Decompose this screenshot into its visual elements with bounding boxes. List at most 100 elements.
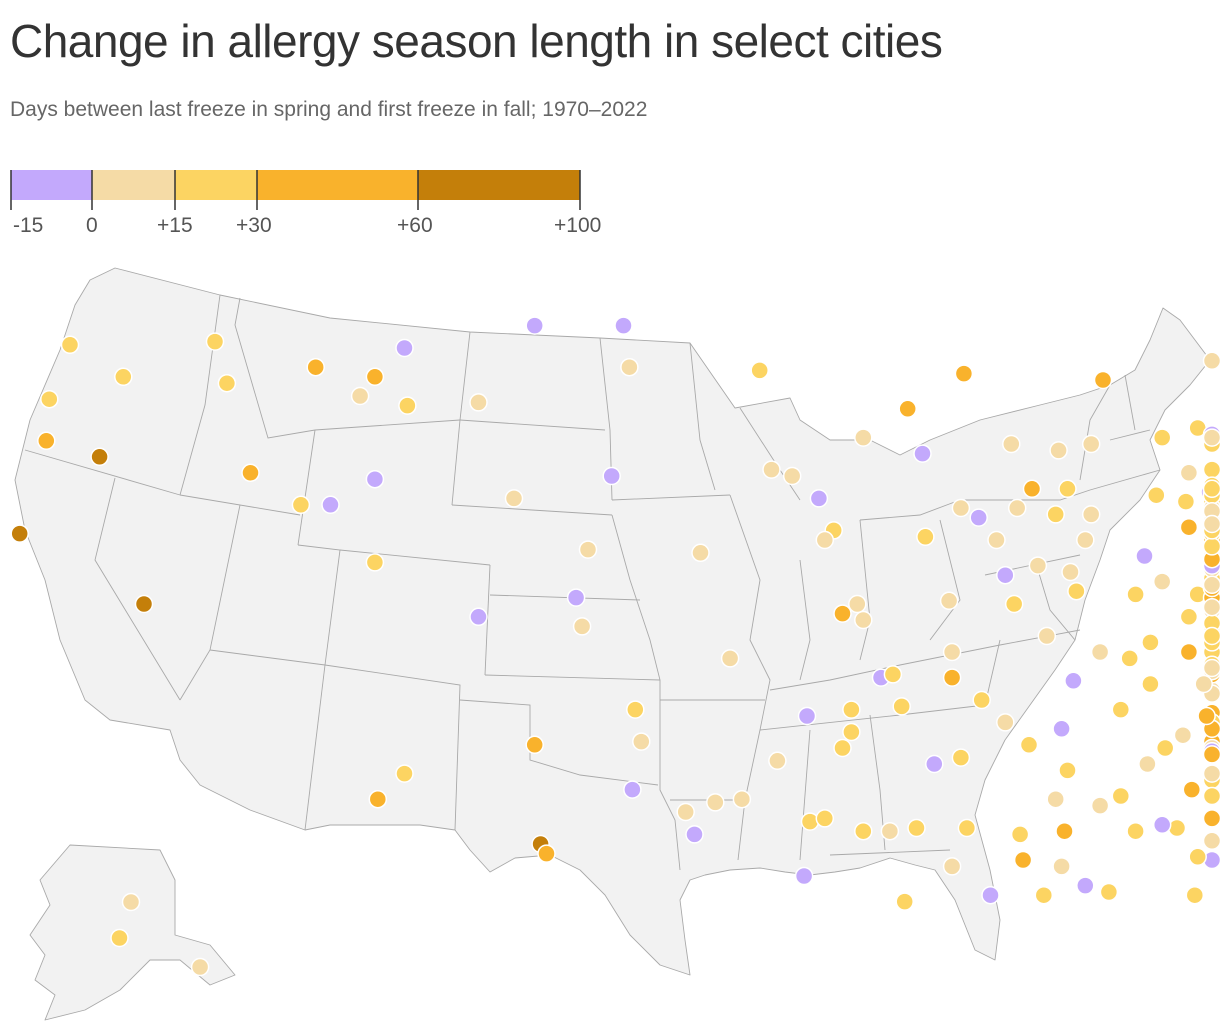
city-marker — [762, 460, 781, 479]
city-marker — [996, 565, 1015, 585]
city-marker — [1152, 572, 1172, 591]
city-marker — [1188, 847, 1207, 867]
city-marker — [951, 498, 971, 518]
city-marker — [1179, 517, 1199, 537]
city-marker — [1019, 735, 1039, 755]
city-marker — [1202, 764, 1220, 783]
city-marker — [1081, 434, 1101, 454]
state-border — [929, 519, 961, 641]
city-marker — [720, 649, 740, 668]
state-border — [24, 449, 181, 496]
city-marker — [1202, 479, 1220, 499]
us-map — [10, 267, 1220, 1021]
city-marker — [217, 373, 237, 393]
state-border — [339, 549, 491, 566]
city-marker — [969, 508, 988, 527]
city-marker — [892, 697, 911, 716]
state-border — [1034, 559, 1076, 641]
city-marker — [1135, 546, 1154, 566]
city-marker — [942, 668, 962, 687]
city-marker — [750, 361, 769, 380]
city-marker — [1049, 441, 1068, 460]
state-border — [960, 489, 1091, 501]
city-marker — [1046, 505, 1065, 524]
city-marker — [895, 892, 914, 911]
city-marker — [1152, 815, 1172, 835]
city-marker — [1058, 761, 1077, 780]
city-marker — [1202, 460, 1220, 479]
city-marker — [1111, 786, 1131, 806]
city-marker — [504, 489, 524, 508]
city-marker — [913, 444, 932, 463]
city-marker — [632, 732, 651, 751]
city-marker — [1176, 492, 1196, 511]
city-marker — [854, 821, 873, 841]
city-marker — [1202, 626, 1220, 646]
city-marker — [706, 793, 725, 812]
city-marker — [1010, 825, 1030, 844]
legend-tick-label: 0 — [86, 214, 98, 237]
state-border — [799, 729, 811, 861]
state-border — [451, 504, 613, 516]
city-marker — [1081, 505, 1101, 524]
state-border — [611, 514, 681, 871]
city-marker — [205, 332, 225, 351]
city-marker — [626, 700, 645, 719]
city-marker — [925, 754, 944, 774]
city-marker — [1076, 876, 1095, 895]
city-marker — [572, 617, 592, 636]
city-marker — [1076, 530, 1095, 550]
legend-ticks — [10, 170, 581, 210]
city-marker — [954, 364, 974, 383]
city-marker — [1126, 821, 1145, 841]
legend-tick-label: +15 — [157, 214, 193, 237]
city-marker — [833, 738, 852, 758]
city-marker — [1152, 428, 1172, 447]
city-marker — [1194, 674, 1213, 694]
city-marker — [537, 844, 556, 863]
state-border — [859, 499, 961, 521]
city-marker — [1037, 626, 1057, 646]
city-marker — [942, 857, 962, 876]
state-border — [611, 494, 731, 501]
city-marker — [350, 386, 370, 406]
city-marker — [1202, 809, 1220, 828]
city-marker — [1067, 581, 1086, 601]
city-marker — [1013, 850, 1033, 870]
city-marker — [833, 604, 852, 623]
city-marker — [794, 866, 814, 886]
city-marker — [1028, 556, 1048, 575]
city-marker — [848, 594, 867, 614]
city-marker — [1202, 575, 1220, 595]
city-marker — [768, 751, 787, 771]
city-marker — [365, 553, 385, 572]
city-marker — [395, 764, 414, 783]
city-marker — [1126, 585, 1145, 604]
city-marker — [90, 447, 109, 467]
city-marker — [1185, 885, 1205, 905]
city-markers — [10, 316, 1220, 977]
city-marker — [942, 642, 962, 662]
city-marker — [1090, 796, 1110, 815]
legend-segment — [92, 170, 175, 200]
city-marker — [782, 466, 802, 486]
state-border — [484, 674, 661, 681]
city-marker — [842, 700, 861, 719]
city-marker — [1002, 434, 1021, 454]
city-marker — [368, 789, 388, 809]
chart-title: Change in allergy season length in selec… — [10, 15, 943, 67]
city-marker — [1046, 789, 1065, 809]
city-marker — [1120, 649, 1139, 668]
city-marker — [1052, 719, 1071, 739]
city-marker — [1202, 537, 1220, 556]
city-marker — [1099, 882, 1119, 902]
city-marker — [880, 821, 900, 841]
city-marker — [1202, 658, 1220, 678]
state-border — [799, 559, 811, 681]
legend-segment — [257, 170, 418, 200]
city-marker — [525, 316, 544, 335]
city-marker — [1061, 562, 1080, 582]
city-marker — [691, 543, 710, 563]
legend-tick-label: +60 — [397, 214, 433, 237]
city-marker — [1004, 594, 1024, 614]
